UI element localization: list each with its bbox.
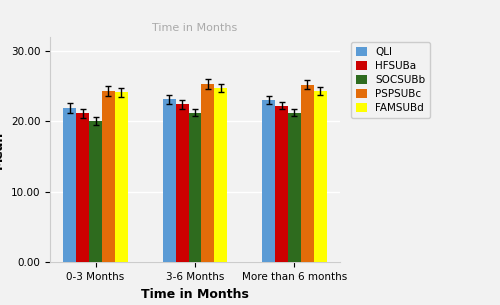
- Bar: [214, 88, 228, 262]
- Bar: [176, 104, 188, 262]
- Legend: QLI, HFSUBa, SOCSUBb, PSPSUBc, FAMSUBd: QLI, HFSUBa, SOCSUBb, PSPSUBc, FAMSUBd: [351, 42, 430, 118]
- Bar: [115, 92, 128, 262]
- Bar: [301, 84, 314, 262]
- Bar: [188, 113, 202, 262]
- Bar: [275, 106, 288, 262]
- Bar: [262, 100, 275, 262]
- Bar: [202, 84, 214, 262]
- Bar: [102, 91, 115, 262]
- Bar: [288, 113, 301, 262]
- Bar: [63, 108, 76, 262]
- X-axis label: Time in Months: Time in Months: [141, 288, 249, 301]
- Title: Time in Months: Time in Months: [152, 23, 238, 33]
- Y-axis label: Mean: Mean: [0, 130, 5, 169]
- Bar: [76, 113, 89, 262]
- Bar: [314, 91, 327, 262]
- Bar: [162, 99, 175, 262]
- Bar: [89, 121, 102, 262]
